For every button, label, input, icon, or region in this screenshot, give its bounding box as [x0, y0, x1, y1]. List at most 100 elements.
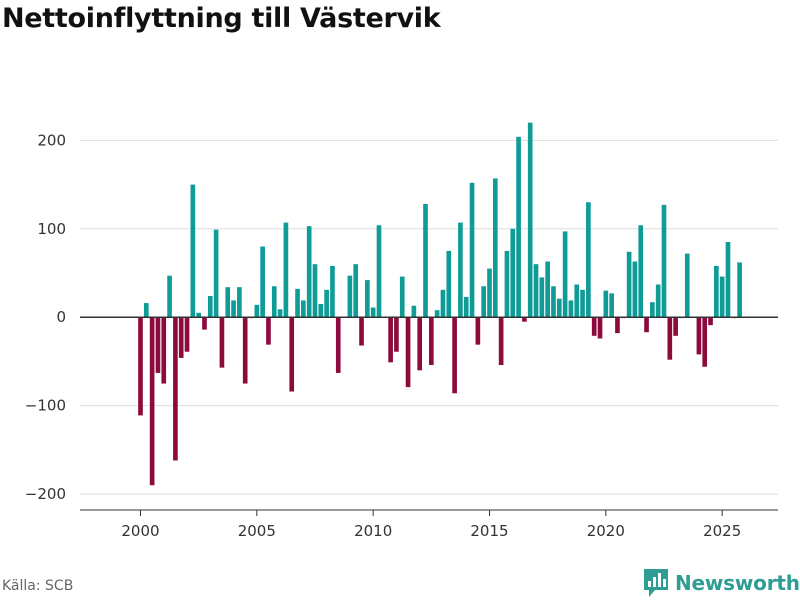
bar [196, 312, 201, 318]
bar [202, 317, 207, 330]
bar [696, 317, 702, 355]
bar [556, 298, 562, 318]
bar [161, 317, 167, 384]
bar [178, 317, 184, 358]
bar [388, 317, 393, 363]
bar [615, 317, 620, 334]
bar [580, 289, 585, 318]
bar [353, 264, 359, 318]
bar [155, 317, 161, 373]
y-tick-label: −100 [25, 397, 66, 415]
bar [376, 225, 382, 318]
bar [714, 265, 719, 318]
bars [138, 122, 742, 486]
gridlines [80, 139, 778, 495]
bar [394, 317, 399, 352]
bar [138, 317, 143, 416]
bar [289, 317, 295, 392]
bar [469, 182, 475, 318]
bar [632, 261, 638, 318]
bar [702, 317, 708, 367]
bar [405, 317, 411, 388]
bar [283, 222, 289, 318]
y-axis-ticks: −200 −100 0 100 200 [25, 131, 66, 503]
bar [225, 287, 231, 318]
bar [650, 302, 655, 318]
bar [399, 276, 405, 318]
bar [504, 250, 510, 318]
bar [219, 317, 225, 368]
bar [522, 317, 527, 322]
bar [510, 228, 516, 318]
bar [167, 275, 172, 318]
brand-name: Newsworthy [675, 571, 800, 595]
bar [719, 276, 725, 318]
brand-logo: Newsworthy [643, 568, 800, 598]
bar [737, 262, 742, 318]
bar [527, 122, 533, 318]
bar [452, 317, 457, 394]
source-label: Källa: SCB [2, 578, 74, 594]
bar [277, 309, 283, 318]
bar [423, 204, 428, 318]
bar [260, 246, 265, 318]
bar [568, 300, 574, 318]
bar [306, 226, 312, 318]
bar [458, 222, 463, 318]
bar [644, 317, 649, 333]
bar [301, 300, 306, 318]
bar [330, 265, 335, 318]
bar [533, 264, 539, 318]
bar [481, 286, 486, 318]
bar [143, 303, 149, 318]
newsworthy-logo-icon [644, 569, 668, 597]
bar [359, 317, 364, 346]
y-tick-label: −200 [25, 485, 66, 503]
bar [492, 178, 498, 318]
bar [603, 290, 609, 318]
bar [347, 275, 353, 318]
bar [446, 250, 452, 318]
bar [591, 317, 597, 336]
x-tick-label: 2005 [238, 522, 276, 540]
bar [661, 204, 667, 318]
chart-title: Nettoinflyttning till Västervik [2, 3, 441, 34]
bar [411, 305, 417, 318]
bar [266, 317, 271, 345]
bar [231, 300, 236, 318]
bar [254, 304, 260, 318]
bar [237, 287, 242, 318]
bar [667, 317, 673, 360]
bar [173, 317, 178, 461]
bar [638, 225, 644, 318]
x-axis-ticks: 2000 2005 2010 2015 2020 2025 [80, 509, 778, 540]
bar [673, 317, 678, 336]
bar [545, 261, 550, 318]
bar [487, 268, 492, 318]
bar [586, 202, 591, 318]
x-tick-label: 2000 [121, 522, 159, 540]
bar [684, 253, 690, 318]
bar [184, 317, 190, 352]
bar [475, 317, 481, 345]
x-tick-label: 2010 [354, 522, 392, 540]
bar [574, 284, 580, 318]
y-tick-label: 100 [37, 220, 66, 238]
bar [440, 289, 446, 318]
bar [242, 317, 248, 384]
bar [498, 317, 504, 365]
bar [429, 317, 434, 365]
bar [539, 277, 545, 318]
bar [365, 280, 370, 318]
x-tick-label: 2025 [703, 522, 741, 540]
bar [295, 288, 300, 318]
bar [312, 264, 318, 318]
y-tick-label: 0 [56, 308, 66, 326]
bar [318, 303, 324, 318]
bar [609, 293, 614, 318]
bar [708, 317, 713, 326]
bar [516, 136, 521, 318]
x-tick-label: 2015 [470, 522, 508, 540]
bar [597, 317, 603, 339]
bar [370, 307, 376, 318]
